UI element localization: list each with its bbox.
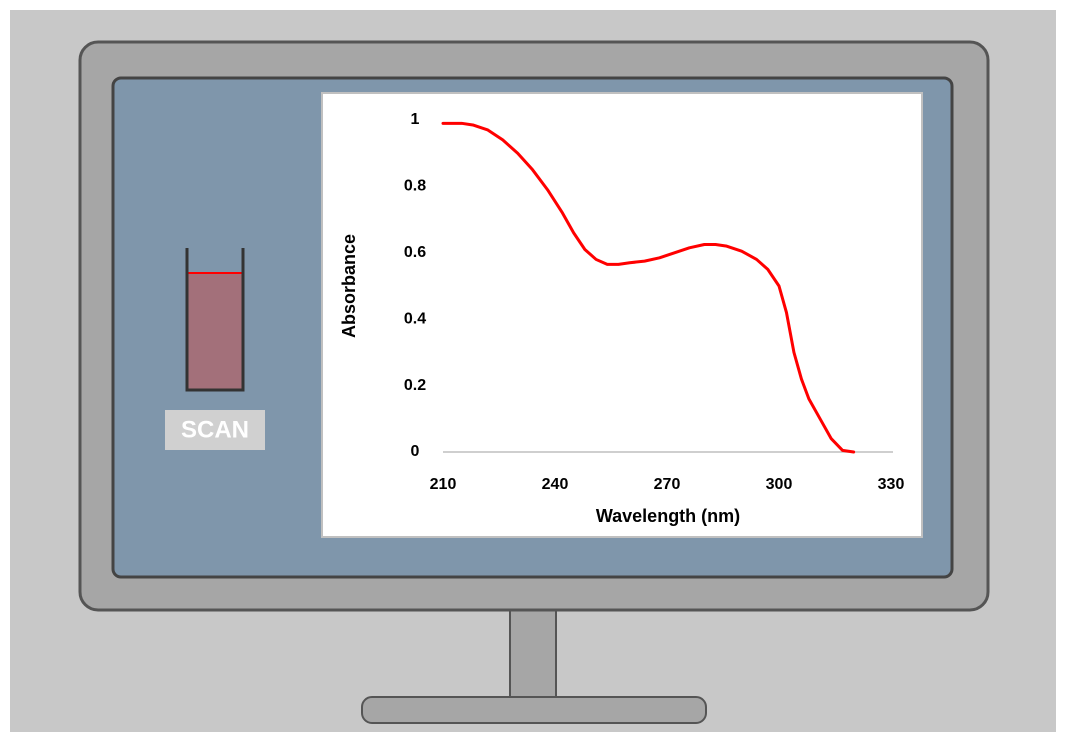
x-tick-label: 330 — [878, 476, 905, 493]
scene: SCAN Wavelength (nm) Absorbance 0 0.2 0.4 0… — [0, 0, 1066, 740]
x-tick-label: 300 — [766, 476, 793, 493]
x-tick-label: 270 — [654, 476, 681, 493]
y-tick-label: 0.4 — [404, 310, 426, 327]
y-tick-label: 0.8 — [404, 178, 426, 195]
monitor-base — [362, 697, 706, 723]
cuvette-sample — [187, 273, 243, 390]
page: { "scan_button": {"label": "SCAN"}, "cha… — [0, 0, 1066, 740]
y-axis-label: Absorbance — [339, 234, 359, 338]
x-tick-label: 240 — [542, 476, 569, 493]
y-tick-label: 1 — [411, 111, 420, 128]
scan-button-label[interactable]: SCAN — [181, 416, 249, 443]
y-tick-label: 0.2 — [404, 377, 426, 394]
monitor-neck — [510, 605, 556, 700]
y-tick-label: 0.6 — [404, 244, 426, 261]
x-axis-label: Wavelength (nm) — [596, 506, 740, 526]
y-tick-label: 0 — [411, 443, 420, 460]
x-tick-label: 210 — [430, 476, 457, 493]
scan-button[interactable]: SCAN — [165, 410, 265, 450]
